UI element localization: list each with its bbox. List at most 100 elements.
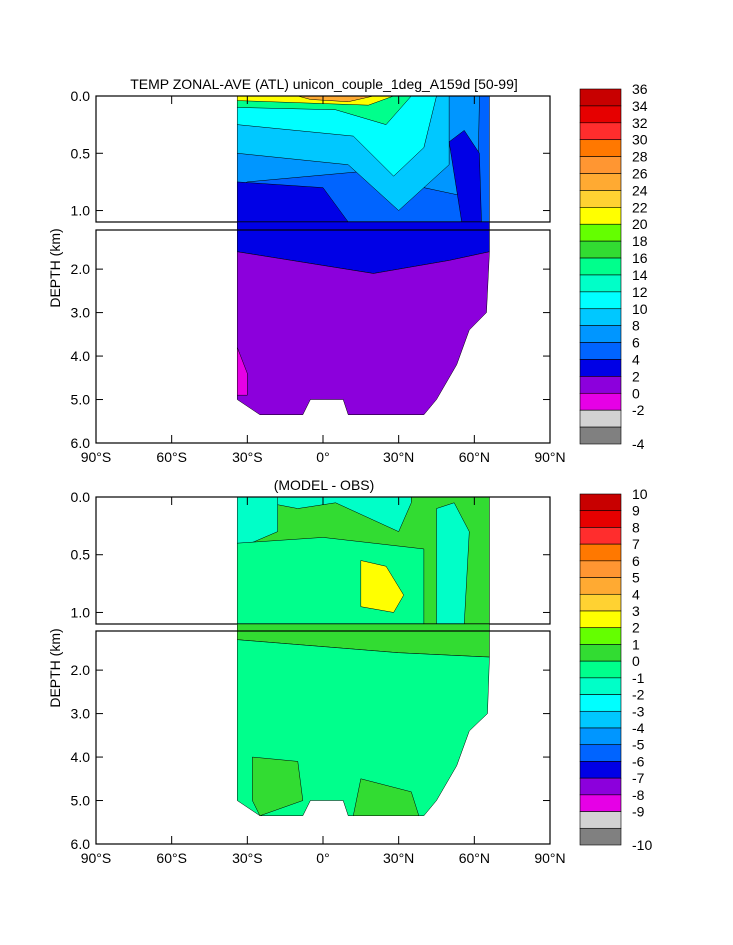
colorbar-label: -9 (632, 804, 645, 820)
colorbar-swatch (579, 593, 622, 612)
colorbar-label: 20 (632, 216, 648, 232)
colorbar-label: 18 (632, 233, 648, 249)
colorbar-swatch (579, 727, 622, 746)
field-band (352, 778, 420, 816)
colorbar-swatch (579, 560, 622, 578)
colorbar-swatch (579, 426, 622, 445)
colorbar-label: 12 (632, 284, 648, 300)
chart-bottom-lower-panel (95, 623, 551, 845)
colorbar-label: -10 (632, 837, 652, 853)
colorbar-swatch (579, 359, 622, 377)
field-band (252, 756, 304, 817)
chart-top-ylabel: DEPTH (km) (47, 228, 63, 307)
colorbar-swatch (579, 308, 622, 326)
y-tick-label: 5.0 (71, 793, 91, 809)
y-tick-label: 2.0 (71, 662, 91, 678)
colorbar-swatch (579, 694, 622, 712)
colorbar-swatch (579, 223, 622, 242)
colorbar-label: 26 (632, 166, 648, 182)
colorbar-label: 30 (632, 132, 648, 148)
top-upper-field (236, 95, 490, 223)
colorbar-label: -2 (632, 687, 645, 703)
colorbar-swatch (579, 710, 622, 729)
chart-bottom: (MODEL - OBS) DEPTH (km) 90°S 60°S 30°S 0° 3… (47, 477, 652, 866)
y-tick-label: 4.0 (71, 749, 91, 765)
y-tick-label: 2.0 (71, 261, 91, 277)
field-band (436, 502, 470, 625)
x-tick-label: 30°N (383, 850, 414, 866)
colorbar-swatch (579, 527, 622, 545)
colorbar-label: 2 (632, 620, 640, 636)
colorbar-swatch (579, 794, 622, 812)
colorbar-swatch (579, 510, 622, 528)
field-band (236, 347, 248, 396)
colorbar-label: 36 (632, 81, 648, 97)
colorbar-swatch (579, 342, 622, 360)
x-tick-label: 30°S (232, 449, 263, 465)
colorbar-swatch (579, 627, 622, 645)
colorbar-label: 9 (632, 503, 640, 519)
colorbar-swatch (579, 207, 622, 225)
colorbar-swatch (579, 376, 622, 394)
colorbar-swatch (579, 240, 622, 259)
y-tick-label: 0.5 (71, 145, 91, 161)
colorbar-label: 0 (632, 653, 640, 669)
colorbar-swatch (579, 644, 622, 662)
y-tick-label: 1.0 (71, 203, 91, 219)
chart-bottom-ylabel: DEPTH (km) (47, 628, 63, 707)
y-tick-label: 6.0 (71, 435, 91, 451)
x-tick-label: 60°N (459, 850, 490, 866)
colorbar-swatch (579, 811, 622, 829)
y-tick-label: 1.0 (71, 604, 91, 620)
chart-bottom-axes: 90°S 60°S 30°S 0° 30°N 60°N 90°N 0.0 0.5 1.0 2.0 3.… (71, 489, 566, 866)
y-tick-label: 3.0 (71, 706, 91, 722)
field-band (236, 251, 490, 415)
colorbar-label: 2 (632, 368, 640, 384)
colorbar-label: 4 (632, 351, 640, 367)
colorbar-label: 32 (632, 115, 648, 131)
chart-top-axes: 90°S 60°S 30°S 0° 30°N 60°N 90°N 0.0 0.5 1.0 2.0 3.… (71, 88, 566, 465)
colorbar-label: 14 (632, 267, 648, 283)
colorbar-label: 8 (632, 519, 640, 535)
colorbar-swatch (579, 744, 622, 762)
field-band (360, 560, 405, 613)
colorbar-label: -4 (632, 436, 645, 452)
x-tick-label: 90°S (81, 449, 112, 465)
colorbar-label: 3 (632, 603, 640, 619)
colorbar-label: -4 (632, 720, 645, 736)
colorbar-swatch (579, 88, 622, 107)
y-tick-label: 3.0 (71, 305, 91, 321)
field-band (236, 639, 490, 816)
colorbar-label: 1 (632, 636, 640, 652)
y-tick-label: 4.0 (71, 348, 91, 364)
colorbar-swatch (579, 677, 622, 695)
colorbar-swatch (579, 493, 622, 512)
x-tick-label: 30°N (383, 449, 414, 465)
x-tick-label: 60°S (156, 850, 187, 866)
colorbar-label: -7 (632, 770, 645, 786)
x-tick-label: 60°S (156, 449, 187, 465)
chart-top: TEMP ZONAL-AVE (ATL) unicon_couple_1deg_… (47, 76, 648, 465)
colorbar-swatch (579, 577, 622, 595)
colorbar-swatch (579, 409, 622, 428)
colorbar-swatch (579, 156, 622, 174)
colorbar-label: 8 (632, 318, 640, 334)
chart-bottom-upper-panel (95, 496, 551, 625)
colorbar-swatch (579, 325, 622, 343)
colorbar-swatch (579, 173, 622, 191)
colorbar-swatch (579, 105, 622, 124)
colorbar-label: -5 (632, 737, 645, 753)
colorbar-label: 24 (632, 182, 648, 198)
colorbar-label: 6 (632, 553, 640, 569)
colorbar-swatch (579, 122, 622, 141)
x-tick-label: 90°N (534, 850, 565, 866)
field-band (448, 130, 482, 223)
colorbar-swatch (579, 827, 622, 846)
colorbar-label: -8 (632, 787, 645, 803)
x-tick-label: 90°S (81, 850, 112, 866)
colorbar-swatch (579, 257, 622, 276)
x-tick-label: 30°S (232, 850, 263, 866)
